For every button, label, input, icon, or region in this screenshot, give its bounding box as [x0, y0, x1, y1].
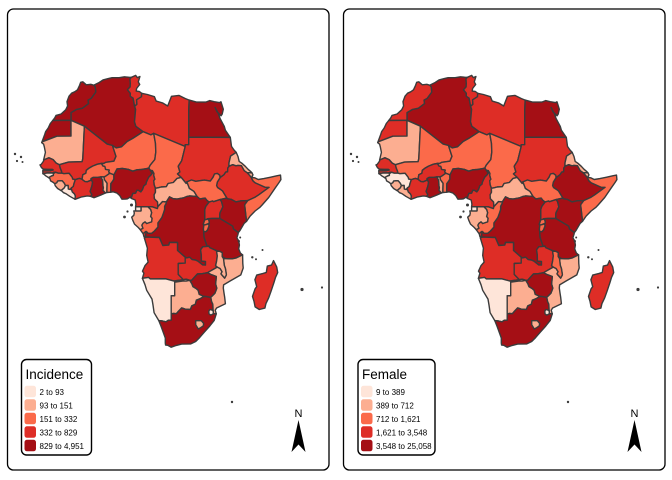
svg-text:3,548 to 25,058: 3,548 to 25,058 — [376, 442, 432, 451]
svg-text:Incidence: Incidence — [26, 367, 84, 382]
svg-text:332 to 829: 332 to 829 — [40, 429, 78, 438]
svg-text:N: N — [631, 408, 639, 420]
svg-text:9 to 389: 9 to 389 — [376, 388, 405, 397]
svg-text:712 to 1,621: 712 to 1,621 — [376, 415, 421, 424]
svg-text:2 to 93: 2 to 93 — [40, 388, 65, 397]
svg-text:N: N — [295, 408, 303, 420]
svg-text:151 to 332: 151 to 332 — [40, 415, 78, 424]
svg-text:389 to 712: 389 to 712 — [376, 402, 414, 411]
svg-text:Female: Female — [362, 367, 407, 382]
svg-text:93 to 151: 93 to 151 — [40, 402, 74, 411]
svg-text:1,621 to 3,548: 1,621 to 3,548 — [376, 429, 428, 438]
svg-text:829 to 4,951: 829 to 4,951 — [40, 442, 85, 451]
